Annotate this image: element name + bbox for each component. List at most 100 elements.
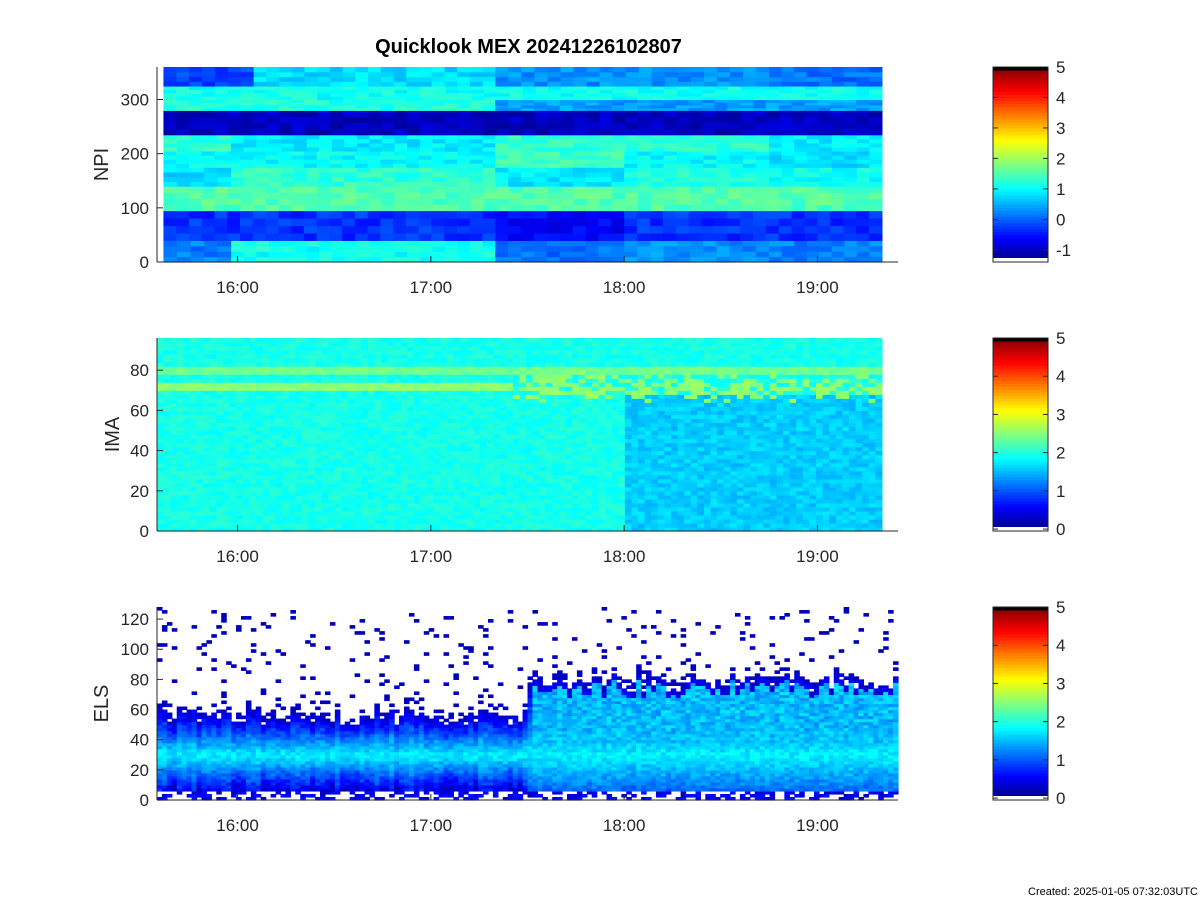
heat-cell [355,128,370,136]
heat-cell [330,89,344,94]
heat-cell [473,494,481,500]
heat-cell [433,366,441,371]
heat-cell [715,116,729,124]
heat-cell [677,146,692,152]
heat-cell [269,378,277,383]
heat-cell [214,122,229,130]
heat-cell [559,217,574,227]
heat-cell [546,167,561,173]
heat-cell [453,362,461,367]
heat-cell [282,518,290,524]
heat-cell [394,370,402,375]
heat-cell [354,430,362,436]
heat-cell [240,150,254,156]
heat-cell [256,146,270,152]
heat-cell [493,482,501,488]
heat-cell [183,494,191,500]
heat-cell [407,406,415,411]
heat-cell [163,410,171,415]
heat-cell [163,378,171,383]
heat-cell [227,128,242,136]
heat-cell [275,498,283,504]
heat-cell [509,89,524,94]
heat-cell [624,102,638,106]
heat-cell [236,410,244,415]
heat-cell [486,414,494,420]
heat-cell [242,454,250,460]
heat-cell [506,406,514,411]
heat-cell [702,96,716,101]
heat-cell [471,198,485,206]
colorbar-step [993,121,1048,126]
heat-cell [675,104,690,109]
heat-cell [611,210,625,219]
heat-cell [460,374,468,379]
heat-cell [301,390,310,395]
heat-cell [561,110,575,118]
heat-cell [742,163,757,168]
heat-cell [418,76,433,82]
heat-cell [844,81,858,87]
heat-cell [354,526,362,532]
colorbar-step [993,109,1048,114]
heat-cell [170,474,178,480]
heat-cell [512,510,521,516]
heat-cell [869,159,883,164]
heat-cell [458,186,472,193]
heat-cell [512,506,521,512]
heat-cell [265,217,279,227]
heat-cell [433,362,441,367]
heat-cell [742,176,757,183]
heat-cell [856,163,870,168]
heat-cell [216,458,224,464]
heat-cell [163,159,177,164]
heat-cell [348,434,356,440]
heat-cell [176,494,184,500]
heat-cell [315,466,323,472]
heat-cell [288,386,296,391]
heat-cell [209,478,217,484]
colorbar-step [993,106,1048,111]
heat-cell [599,76,614,82]
heat-cell [445,192,460,199]
heat-cell [163,251,178,258]
heat-cell [196,386,204,391]
heat-cell [407,502,415,508]
heat-cell [427,406,435,411]
heat-cell [676,128,691,136]
heat-cell [755,240,770,247]
heat-cell [729,245,744,252]
heat-cell [493,390,501,395]
heat-cell [521,155,535,160]
heat-cell [493,394,501,399]
heat-cell [806,163,820,168]
heat-cell [486,410,494,415]
heat-cell [394,134,408,140]
heat-cell [469,104,484,109]
heat-cell [216,402,224,407]
heat-cell [869,67,883,73]
heat-cell [275,410,283,415]
heat-cell [216,450,224,456]
heat-cell [440,462,448,468]
heat-cell [242,422,250,428]
heat-cell [663,198,678,206]
heat-cell [394,462,402,468]
heat-cell [189,518,198,524]
heat-cell [196,482,204,488]
heat-cell [229,394,237,399]
heat-cell [369,245,383,252]
heat-cell [844,76,858,82]
heat-cell [348,378,356,383]
heat-cell [444,81,458,87]
heat-cell [572,245,587,252]
heat-cell [321,366,329,371]
heat-cell [585,171,599,178]
heat-cell [506,434,514,440]
heat-cell [355,81,369,87]
heat-cell [216,510,224,516]
heat-cell [512,462,521,468]
heat-cell [275,522,283,528]
heat-cell [367,486,376,492]
heat-cell [288,390,296,395]
